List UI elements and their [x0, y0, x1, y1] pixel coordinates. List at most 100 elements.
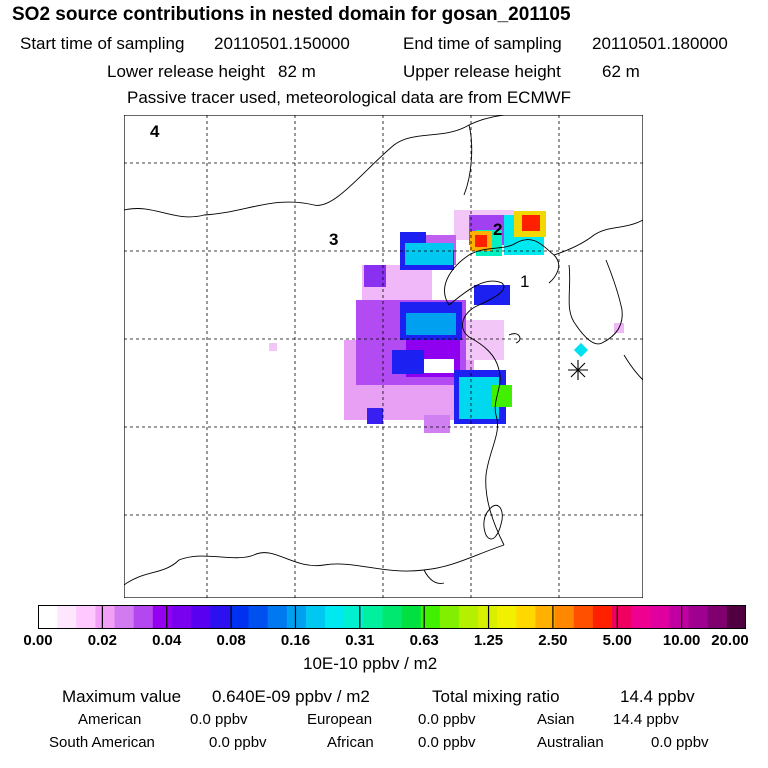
end-time-value: 20110501.180000	[592, 34, 728, 53]
japan-coast	[623, 354, 643, 381]
colorbar-cell	[363, 605, 383, 629]
colorbar-tick-label: 0.02	[87, 632, 117, 649]
colorbar-cell	[152, 605, 173, 629]
hainan-coast	[423, 569, 445, 584]
colorbar-cell	[229, 605, 249, 629]
taiwan	[483, 504, 503, 540]
colorbar-cell	[210, 605, 230, 629]
total-mixing-label: Total mixing ratio	[432, 687, 560, 706]
colorbar-cell	[554, 605, 575, 629]
border-south	[124, 544, 505, 586]
region-african-value: 0.0 ppbv	[418, 734, 476, 751]
plume-blue-6	[474, 285, 510, 305]
colorbar-cell	[669, 605, 690, 629]
island-1	[508, 333, 521, 344]
region-label-1: 1	[520, 272, 529, 291]
region-asian-value: 14.4 ppbv	[613, 711, 679, 728]
colorbar-tick-label: 20.00	[711, 632, 749, 649]
colorbar-tick-label: 0.31	[345, 632, 375, 649]
colorbar-cell	[191, 605, 211, 629]
plume-hole	[424, 359, 454, 373]
upper-height-label: Upper release height	[403, 62, 561, 81]
start-time-value: 20110501.150000	[214, 34, 350, 53]
colorbar-cell	[516, 605, 537, 629]
region-european-value: 0.0 ppbv	[418, 711, 476, 728]
bohai-coast	[444, 239, 560, 306]
region-american-label: American	[78, 711, 142, 728]
region-australian-label: Australian	[537, 734, 604, 751]
plume-cyan-6	[573, 342, 589, 358]
colorbar-cell	[267, 605, 288, 629]
colorbar-cell	[171, 605, 192, 629]
start-time-label: Start time of sampling	[20, 34, 185, 53]
lat-lon-grid	[124, 115, 643, 598]
colorbar-tick-label: 0.00	[23, 632, 53, 649]
colorbar-cell	[726, 605, 746, 629]
colorbar-cell	[439, 605, 460, 629]
colorbar-cell	[344, 605, 364, 629]
colorbar-tick-label: 0.63	[409, 632, 439, 649]
colorbar-tick-label: 5.00	[602, 632, 632, 649]
colorbar-cell	[535, 605, 556, 629]
hotspot-green-1	[492, 385, 512, 407]
colorbar-cell	[305, 605, 326, 629]
end-time-label: End time of sampling	[403, 34, 562, 53]
colorbar-tick-label: 0.16	[280, 632, 311, 649]
colorbar-cell	[114, 605, 135, 629]
plume-purple-3	[364, 265, 386, 287]
coastlines	[124, 115, 643, 586]
receptor-asterisk-marker	[568, 360, 588, 380]
colorbar-cell	[382, 605, 403, 629]
colorbar-cell	[592, 605, 613, 629]
plume-cyan-1	[405, 243, 453, 265]
lower-height-value: 82 m	[278, 62, 316, 81]
region-label-4: 4	[150, 122, 160, 141]
korea-north	[553, 219, 643, 256]
colorbar	[38, 605, 746, 629]
colorbar-cell	[38, 605, 58, 629]
region-american-value: 0.0 ppbv	[190, 711, 248, 728]
colorbar-tick-label: 2.50	[538, 632, 568, 649]
colorbar-cell	[286, 605, 307, 629]
colorbar-cell	[57, 605, 77, 629]
region-african-label: African	[327, 734, 374, 751]
total-mixing-value: 14.4 ppbv	[620, 687, 695, 706]
plume-blue-4	[392, 350, 424, 374]
colorbar-cell	[458, 605, 479, 629]
data-source-note: Passive tracer used, meteorological data…	[127, 88, 572, 107]
max-value: 0.640E-09 ppbv / m2	[212, 687, 370, 706]
colorbar-cell	[325, 605, 345, 629]
max-value-label: Maximum value	[62, 687, 182, 706]
colorbar-cell	[95, 605, 116, 629]
region-label-2: 2	[493, 220, 502, 239]
plume-cyan-2	[406, 313, 456, 335]
region-asian-label: Asian	[537, 711, 575, 728]
colorbar-tick-label: 0.08	[216, 632, 246, 649]
colorbar-cell	[707, 605, 728, 629]
colorbar-tick-label: 10.00	[662, 632, 701, 649]
hotspot-red-1	[522, 215, 540, 231]
plume-blue-speck	[367, 408, 383, 424]
region-european-label: European	[307, 711, 373, 728]
hotspot-red-2	[475, 235, 487, 247]
korea-peninsula	[568, 259, 623, 345]
colorbar-cell	[688, 605, 709, 629]
region-south-american-value: 0.0 ppbv	[209, 734, 267, 751]
colorbar-cell	[612, 605, 632, 629]
plume-purple-6	[424, 415, 450, 433]
region-australian-value: 0.0 ppbv	[651, 734, 709, 751]
colorbar-cell	[76, 605, 96, 629]
colorbar-tick-label: 1.25	[473, 632, 504, 649]
colorbar-cell	[248, 605, 269, 629]
colorbar-cell	[133, 605, 154, 629]
colorbar-cells	[38, 605, 746, 629]
colorbar-cell	[497, 605, 517, 629]
region-south-american-label: South American	[49, 734, 155, 751]
colorbar-tick-label: 0.04	[152, 632, 182, 649]
east-coast-1	[448, 280, 505, 546]
plot-title: SO2 source contributions in nested domai…	[12, 4, 571, 25]
concentration-map: 1 2 3 4	[124, 115, 643, 598]
lower-height-label: Lower release height	[107, 62, 265, 81]
colorbar-cell	[650, 605, 670, 629]
colorbar-cell	[401, 605, 422, 629]
